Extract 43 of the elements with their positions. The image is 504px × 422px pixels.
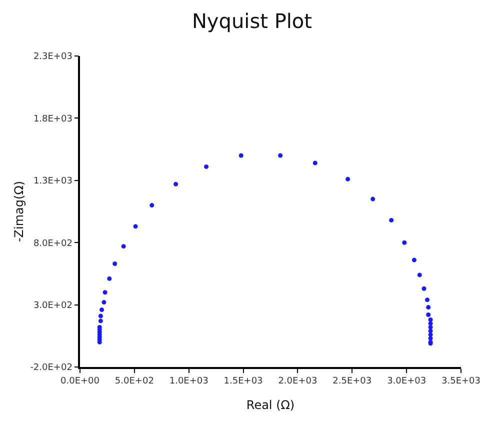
point xyxy=(204,164,209,169)
point xyxy=(346,176,350,182)
y-tick-label: 1.3E+03 xyxy=(33,176,72,187)
point xyxy=(370,196,376,202)
point xyxy=(174,182,178,186)
point xyxy=(133,224,138,229)
x-tick-label: 0.0E+00 xyxy=(60,376,100,387)
point xyxy=(426,305,431,310)
y-tick-label: 2.3E+03 xyxy=(33,52,72,62)
point xyxy=(422,286,426,291)
y-tick-label: -2.0E+02 xyxy=(30,363,72,374)
point xyxy=(100,308,104,312)
y-tick-label: 1.8E+03 xyxy=(33,114,72,124)
x-tick-label: 3.5E+03 xyxy=(442,376,480,387)
x-tick-label: 5.0E+02 xyxy=(114,376,154,387)
point xyxy=(428,321,433,326)
point xyxy=(102,300,106,305)
y-tick-label: 8.0E+02 xyxy=(33,238,72,249)
x-tick-label: 1.0E+03 xyxy=(169,376,208,387)
point xyxy=(426,312,431,317)
point xyxy=(389,218,394,222)
x-axis-title: Real (Ω) xyxy=(246,398,295,412)
point xyxy=(150,203,154,208)
point xyxy=(278,153,283,158)
point xyxy=(98,314,103,318)
point xyxy=(417,272,422,278)
point xyxy=(107,276,112,281)
point xyxy=(112,262,118,266)
chart-title: Nyquist Plot xyxy=(192,9,312,34)
point xyxy=(412,258,416,262)
x-tick-label: 2.5E+03 xyxy=(332,376,372,387)
point xyxy=(238,153,244,158)
x-tick-label: 3.0E+03 xyxy=(387,376,426,387)
point xyxy=(312,160,318,166)
point xyxy=(102,290,108,295)
x-tick-label: 2.0E+03 xyxy=(278,376,318,387)
x-tick-label: 1.5E+03 xyxy=(224,376,263,387)
point xyxy=(402,240,407,245)
point xyxy=(121,244,126,249)
y-axis-title: -Zimag(Ω) xyxy=(12,180,26,242)
y-tick-label: 3.0E+02 xyxy=(33,300,72,311)
point xyxy=(98,318,103,324)
point xyxy=(425,298,430,302)
